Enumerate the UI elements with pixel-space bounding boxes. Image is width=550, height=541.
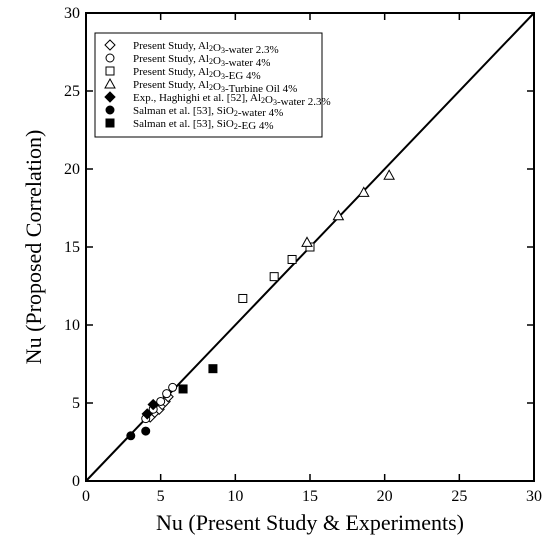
data-points <box>126 169 395 441</box>
data-point-series-2 <box>162 389 172 399</box>
legend-marker-7 <box>105 118 115 128</box>
x-tick-label: 5 <box>157 488 165 505</box>
y-tick-label: 5 <box>72 395 80 412</box>
legend: Present Study, Al2O3-water 2.3%Present S… <box>94 32 331 138</box>
axis-ticks: 0 5 10 15 20 25 30 0 5 10 15 20 25 30 <box>64 5 542 505</box>
legend-label-5: Exp., Haghighi et al. [52], Al2O3-water … <box>133 92 331 108</box>
x-tick-label: 15 <box>302 488 318 505</box>
x-axis-title: Nu (Present Study & Experiments) <box>156 510 464 535</box>
legend-label-4: Present Study, Al2O3-Turbine Oil 4% <box>133 79 297 95</box>
data-point-series-2 <box>168 382 178 392</box>
legend-marker-1 <box>104 39 116 51</box>
data-point-series-4 <box>332 209 345 221</box>
x-tick-label: 25 <box>451 488 467 505</box>
legend-marker-6 <box>105 105 115 115</box>
y-tick-label: 20 <box>64 161 80 178</box>
legend-label-3: Present Study, Al2O3-EG 4% <box>133 66 261 82</box>
y-tick-label: 15 <box>64 239 80 256</box>
data-point-series-5 <box>141 408 153 420</box>
data-point-series-4 <box>301 236 313 247</box>
legend-label-6: Salman et al. [53], SiO2-water 4% <box>133 105 283 119</box>
legend-label-1: Present Study, Al2O3-water 2.3% <box>133 40 279 56</box>
data-point-series-6 <box>141 426 151 436</box>
data-point-series-4 <box>383 169 395 180</box>
y-axis-title: Nu (Proposed Correlation) <box>21 130 46 365</box>
data-point-series-6 <box>126 431 136 441</box>
data-point-series-2 <box>156 396 166 406</box>
y-tick-label: 10 <box>64 317 80 334</box>
y-tick-label: 0 <box>72 473 80 490</box>
data-point-series-7 <box>178 384 188 394</box>
data-point-series-7 <box>208 364 218 374</box>
x-tick-label: 10 <box>227 488 243 505</box>
data-point-series-5 <box>147 398 159 411</box>
data-point-series-3 <box>287 254 297 264</box>
y-tick-label: 25 <box>64 83 80 100</box>
data-point-series-3 <box>269 272 279 282</box>
legend-marker-3 <box>105 66 115 76</box>
legend-marker-5 <box>104 91 116 103</box>
x-tick-label: 20 <box>377 488 393 505</box>
legend-box <box>94 32 323 138</box>
x-tick-label: 30 <box>526 488 542 505</box>
x-tick-label: 0 <box>82 488 90 505</box>
data-point-series-4 <box>357 186 370 197</box>
legend-marker-2 <box>105 53 115 63</box>
data-point-series-3 <box>238 293 248 303</box>
legend-marker-4 <box>104 77 116 89</box>
legend-label-2: Present Study, Al2O3-water 4% <box>133 53 270 69</box>
legend-label-7: Salman et al. [53], SiO2-EG 4% <box>133 118 274 132</box>
y-tick-label: 30 <box>64 5 80 22</box>
